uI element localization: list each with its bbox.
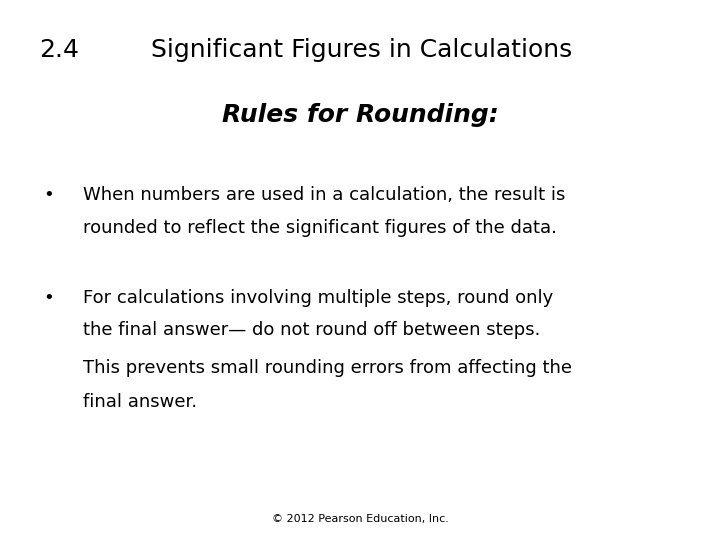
Text: This prevents small rounding errors from affecting the: This prevents small rounding errors from… bbox=[83, 359, 572, 377]
Text: © 2012 Pearson Education, Inc.: © 2012 Pearson Education, Inc. bbox=[271, 514, 449, 524]
Text: the final answer— do not round off between steps.: the final answer— do not round off betwe… bbox=[83, 321, 540, 339]
Text: Significant Figures in Calculations: Significant Figures in Calculations bbox=[151, 38, 572, 62]
Text: final answer.: final answer. bbox=[83, 393, 197, 411]
Text: •: • bbox=[43, 186, 54, 204]
Text: When numbers are used in a calculation, the result is: When numbers are used in a calculation, … bbox=[83, 186, 565, 204]
Text: Rules for Rounding:: Rules for Rounding: bbox=[222, 103, 498, 126]
Text: •: • bbox=[43, 289, 54, 307]
Text: 2.4: 2.4 bbox=[40, 38, 80, 62]
Text: rounded to reflect the significant figures of the data.: rounded to reflect the significant figur… bbox=[83, 219, 557, 237]
Text: For calculations involving multiple steps, round only: For calculations involving multiple step… bbox=[83, 289, 553, 307]
